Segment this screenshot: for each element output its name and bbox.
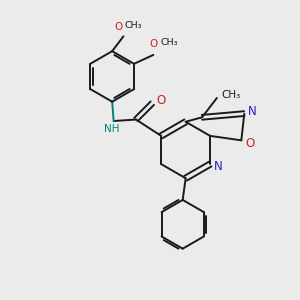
Text: O: O [114,22,122,32]
Text: O: O [150,40,158,50]
Text: N: N [248,105,257,118]
Text: O: O [156,94,165,107]
Text: N: N [214,160,223,173]
Text: NH: NH [104,124,120,134]
Text: CH₃: CH₃ [221,90,241,100]
Text: CH₃: CH₃ [160,38,178,47]
Text: CH₃: CH₃ [124,20,142,29]
Text: O: O [245,137,254,150]
